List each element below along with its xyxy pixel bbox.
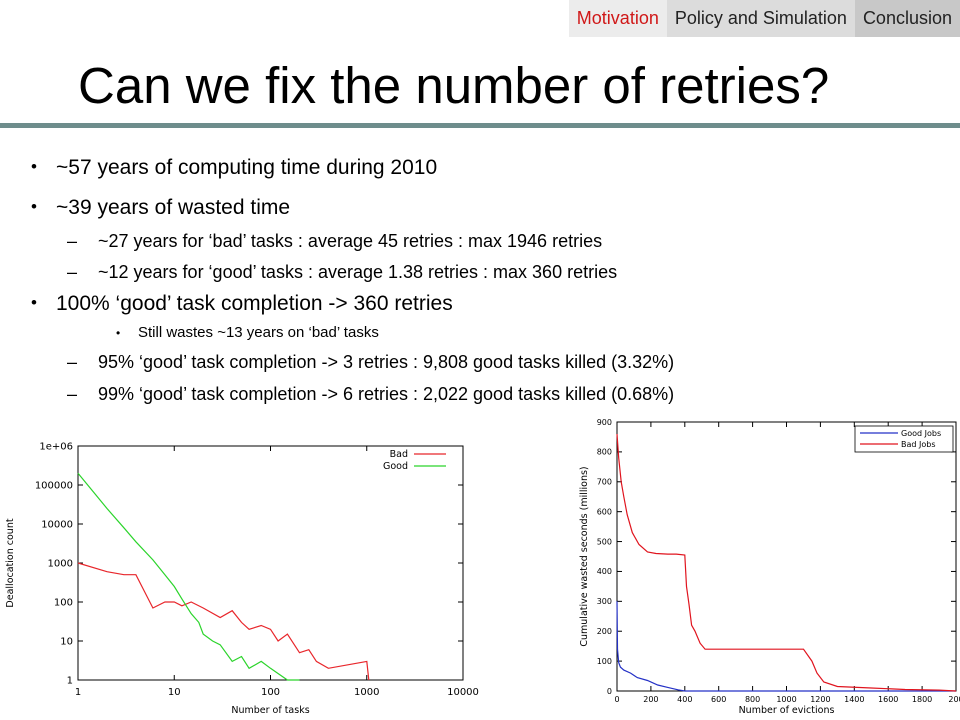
y-tick-label: 1000 <box>48 559 73 570</box>
bullet-item: ~39 years of wasted time <box>56 196 291 219</box>
y-tick-label: 1e+06 <box>39 442 73 453</box>
series-line-bad <box>77 562 370 681</box>
y-tick-label: 200 <box>597 627 612 636</box>
x-tick-label: 10000 <box>447 687 479 698</box>
x-tick-label: 1000 <box>776 695 796 704</box>
legend-label: Good Jobs <box>901 429 941 438</box>
bullet-item: ~27 years for ‘bad’ tasks : average 45 r… <box>98 231 603 251</box>
x-tick-label: 800 <box>745 695 760 704</box>
y-axis-label: Deallocation count <box>5 518 16 607</box>
slide-title: Can we fix the number of retries? <box>78 57 830 114</box>
x-tick-label: 200 <box>643 695 658 704</box>
deallocation-chart: 1 10 100 1000 10000 1 10 100 1000 10000 100000 1e+0… <box>5 442 479 717</box>
x-tick-label: 1000 <box>354 687 379 698</box>
x-tick-label: 400 <box>677 695 692 704</box>
x-tick-label: 1600 <box>878 695 898 704</box>
y-tick-label: 1 <box>67 676 73 687</box>
legend-label: Good <box>383 461 408 472</box>
y-axis-label: Cumulative wasted seconds (millions) <box>579 466 590 646</box>
bullet-item: Still wastes ~13 years on ‘bad’ tasks <box>138 324 379 341</box>
bullet-marker: • <box>116 326 121 340</box>
x-tick-label: 1400 <box>844 695 864 704</box>
nav-tab-motivation[interactable]: Motivation <box>568 0 667 37</box>
plot-frame <box>616 421 957 692</box>
wasted-seconds-chart: 0200400600800100012001400160018002000100… <box>579 418 960 716</box>
x-tick-label: 1800 <box>912 695 932 704</box>
y-tick-label: 10000 <box>41 520 73 531</box>
y-tick-label: 0 <box>607 687 612 696</box>
title-divider <box>0 123 960 128</box>
y-tick-label: 800 <box>597 448 612 457</box>
x-tick-label: 0 <box>614 695 619 704</box>
bullet-marker: • <box>31 293 37 312</box>
bullet-marker: – <box>67 262 78 282</box>
x-tick-label: 1200 <box>810 695 830 704</box>
section-nav: Motivation Policy and Simulation Conclus… <box>568 0 960 37</box>
y-tick-label: 600 <box>597 507 612 516</box>
bullet-item: 99% ‘good’ task completion -> 6 retries … <box>98 384 675 404</box>
plot-frame <box>77 445 464 681</box>
bullet-list: • ~57 years of computing time during 201… <box>31 156 675 404</box>
legend-box <box>854 425 954 453</box>
bullet-marker: – <box>67 231 78 251</box>
bullet-marker: • <box>31 197 37 216</box>
legend-label: Bad Jobs <box>901 440 936 449</box>
x-tick-label: 600 <box>711 695 726 704</box>
bullet-item: ~57 years of computing time during 2010 <box>56 156 438 179</box>
y-tick-label: 100 <box>54 598 73 609</box>
bullet-marker: – <box>67 352 78 372</box>
x-tick-label: 100 <box>261 687 280 698</box>
bullet-marker: – <box>67 384 78 404</box>
bullet-marker: • <box>31 157 37 176</box>
series-line-good-jobs <box>616 601 956 692</box>
bullet-item: 95% ‘good’ task completion -> 3 retries … <box>98 352 675 372</box>
series-line-good <box>77 472 300 681</box>
y-tick-label: 700 <box>597 478 612 487</box>
y-tick-label: 500 <box>597 537 612 546</box>
x-axis-label: Number of evictions <box>739 705 835 716</box>
legend-label: Bad <box>390 449 408 460</box>
y-tick-label: 10 <box>60 637 73 648</box>
y-tick-label: 100 <box>597 657 612 666</box>
x-tick-label: 1 <box>75 687 81 698</box>
x-tick-label: 10 <box>168 687 181 698</box>
x-tick-label: 200 <box>948 695 960 704</box>
nav-tab-conclusion[interactable]: Conclusion <box>854 0 960 37</box>
y-tick-label: 900 <box>597 418 612 427</box>
bullet-item: ~12 years for ‘good’ tasks : average 1.3… <box>98 262 618 282</box>
y-tick-label: 400 <box>597 567 612 576</box>
nav-tab-policy-and-simulation[interactable]: Policy and Simulation <box>666 0 855 37</box>
x-axis-label: Number of tasks <box>231 705 309 716</box>
y-tick-label: 100000 <box>35 481 73 492</box>
series-line-bad-jobs <box>616 433 957 692</box>
y-tick-label: 300 <box>597 597 612 606</box>
bullet-item: 100% ‘good’ task completion -> 360 retri… <box>56 292 453 315</box>
